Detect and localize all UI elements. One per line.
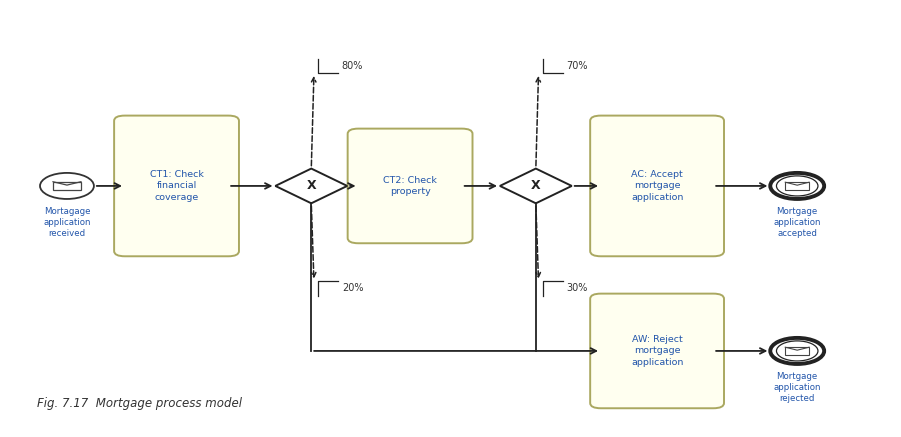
Text: 80%: 80% <box>341 61 363 71</box>
Text: X: X <box>306 180 316 192</box>
Text: Mortgage
application
rejected: Mortgage application rejected <box>773 372 821 403</box>
Text: AW: Reject
mortgage
application: AW: Reject mortgage application <box>631 335 683 367</box>
Circle shape <box>40 173 94 199</box>
Text: 30%: 30% <box>567 283 587 293</box>
Text: AC: Accept
mortgage
application: AC: Accept mortgage application <box>631 170 683 202</box>
Circle shape <box>770 338 824 364</box>
Circle shape <box>777 176 818 196</box>
Text: 20%: 20% <box>341 283 363 293</box>
Circle shape <box>770 173 824 199</box>
Text: X: X <box>531 180 541 192</box>
FancyBboxPatch shape <box>590 116 724 256</box>
FancyBboxPatch shape <box>114 116 239 256</box>
Bar <box>785 347 809 355</box>
FancyBboxPatch shape <box>590 294 724 408</box>
Bar <box>53 182 81 190</box>
Text: Mortgage
application
accepted: Mortgage application accepted <box>773 207 821 238</box>
Circle shape <box>777 341 818 361</box>
Text: 70%: 70% <box>567 61 587 71</box>
Text: CT1: Check
financial
coverage: CT1: Check financial coverage <box>150 170 204 202</box>
Text: CT2: Check
property: CT2: Check property <box>383 176 437 196</box>
Polygon shape <box>500 169 572 203</box>
Bar <box>785 182 809 190</box>
Text: Mortagage
application
received: Mortagage application received <box>43 207 91 238</box>
Polygon shape <box>276 169 347 203</box>
FancyBboxPatch shape <box>348 128 472 243</box>
Text: Fig. 7.17  Mortgage process model: Fig. 7.17 Mortgage process model <box>37 396 242 409</box>
